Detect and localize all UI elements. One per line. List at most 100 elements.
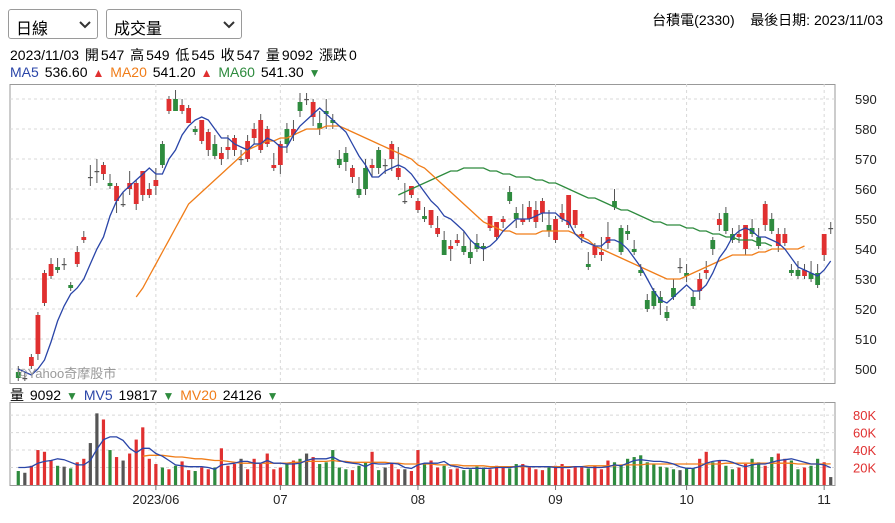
- volume-bar: [508, 468, 512, 485]
- candle: [107, 174, 113, 189]
- volume-bar: [612, 462, 617, 485]
- candle-body: [487, 216, 493, 228]
- ma5-value: 536.60: [44, 64, 88, 80]
- x-tick-label: 10: [679, 492, 693, 507]
- volume-bar: [822, 462, 826, 485]
- candle-body: [802, 270, 807, 276]
- candle-body: [546, 225, 552, 231]
- candle-body: [500, 219, 506, 222]
- candle-body: [343, 153, 349, 162]
- volume-bar: [711, 462, 715, 485]
- volume-bar: [671, 469, 676, 485]
- candle-body: [42, 273, 47, 303]
- volume-bar: [213, 467, 217, 485]
- candle-body: [625, 231, 631, 234]
- volume-bar: [101, 419, 106, 485]
- volume-bar: [684, 467, 689, 485]
- ma20-value: 541.20: [152, 64, 196, 80]
- candle-body: [382, 165, 388, 167]
- candle-body: [258, 120, 264, 150]
- open-label: 開: [84, 47, 99, 63]
- candle-body: [631, 249, 637, 252]
- last-date: 2023/11/03: [813, 12, 883, 28]
- volume-bar: [553, 465, 558, 485]
- candle: [664, 306, 670, 321]
- candle: [160, 141, 165, 168]
- close-value: 547: [236, 47, 261, 63]
- candle: [74, 246, 80, 267]
- volume-bar: [49, 460, 53, 485]
- change-value: 0: [348, 47, 357, 63]
- ma60-line: [398, 167, 773, 247]
- price-chart[interactable]: 500 510 520 530 540 550 560 570 580 590 ©Yahoo奇摩股市: [0, 84, 895, 386]
- volume-bar: [42, 451, 47, 485]
- volume-bar: [36, 450, 40, 485]
- candle-body: [87, 177, 93, 179]
- candle-body: [402, 201, 408, 203]
- period-select[interactable]: 日線: [8, 9, 98, 39]
- candle: [15, 366, 21, 381]
- candle: [133, 180, 139, 210]
- candle-body: [513, 213, 519, 219]
- candle-body: [277, 144, 283, 165]
- vol-value: 9092: [29, 387, 62, 403]
- candle-body: [703, 270, 709, 273]
- mv20-label: MV20: [180, 387, 217, 403]
- volume-bar: [350, 470, 355, 485]
- volume-bar: [809, 465, 813, 485]
- candle: [218, 147, 224, 165]
- volume-bar: [278, 467, 282, 485]
- candle: [199, 120, 205, 144]
- price-tick-label: 500: [855, 362, 877, 377]
- candle: [336, 150, 342, 168]
- volume-bar: [226, 465, 230, 485]
- volume-chart[interactable]: 20K 40K 60K 80K 2023/06 07 08 09 10 11: [0, 402, 895, 523]
- change-label: 漲跌: [318, 47, 347, 63]
- x-tick-label: 08: [411, 492, 425, 507]
- price-tick-label: 510: [855, 332, 877, 347]
- candle: [87, 165, 93, 186]
- candle: [500, 216, 506, 228]
- candle-body: [467, 252, 473, 258]
- candle-body: [638, 270, 644, 273]
- candle-body: [15, 372, 21, 378]
- volume-bar: [678, 470, 682, 485]
- high-value: 549: [146, 47, 170, 63]
- candle: [146, 183, 152, 198]
- volume-bar: [763, 465, 767, 485]
- volume-bar: [337, 467, 341, 485]
- volume-bar: [416, 450, 420, 485]
- candle: [703, 261, 709, 279]
- candle-body: [264, 129, 270, 144]
- volume-bar: [488, 469, 492, 485]
- candle: [441, 231, 447, 255]
- candle-body: [218, 153, 224, 159]
- volume-bar: [776, 453, 780, 485]
- candle-body: [336, 159, 342, 165]
- candle: [94, 159, 100, 183]
- volume-bar: [580, 467, 584, 485]
- mv5-trend: ▼: [162, 389, 175, 403]
- candle: [297, 93, 303, 117]
- volume-bar: [750, 458, 754, 485]
- candle-body: [415, 201, 421, 210]
- candle-body: [61, 264, 67, 266]
- candle-body: [376, 150, 382, 168]
- candle-body: [782, 234, 788, 243]
- ma60-value: 541.30: [260, 64, 304, 80]
- indicator-select[interactable]: 成交量: [106, 9, 242, 39]
- candle: [369, 159, 375, 177]
- candle-body: [585, 264, 591, 267]
- candle-body: [317, 123, 323, 129]
- quote-line: 2023/11/03 開 547 高 549 低 545 收 547 量 9092 漲跌 0: [10, 45, 359, 65]
- candle-body: [494, 222, 499, 237]
- x-tick-label: 11: [817, 492, 831, 507]
- candle-body: [775, 234, 781, 246]
- candle-body: [671, 288, 676, 297]
- volume-bar: [501, 467, 505, 485]
- candle: [513, 207, 519, 228]
- stock-name: 台積電(2330): [652, 12, 735, 28]
- candle: [716, 213, 722, 231]
- volume-bar: [318, 464, 322, 485]
- candle: [494, 222, 499, 240]
